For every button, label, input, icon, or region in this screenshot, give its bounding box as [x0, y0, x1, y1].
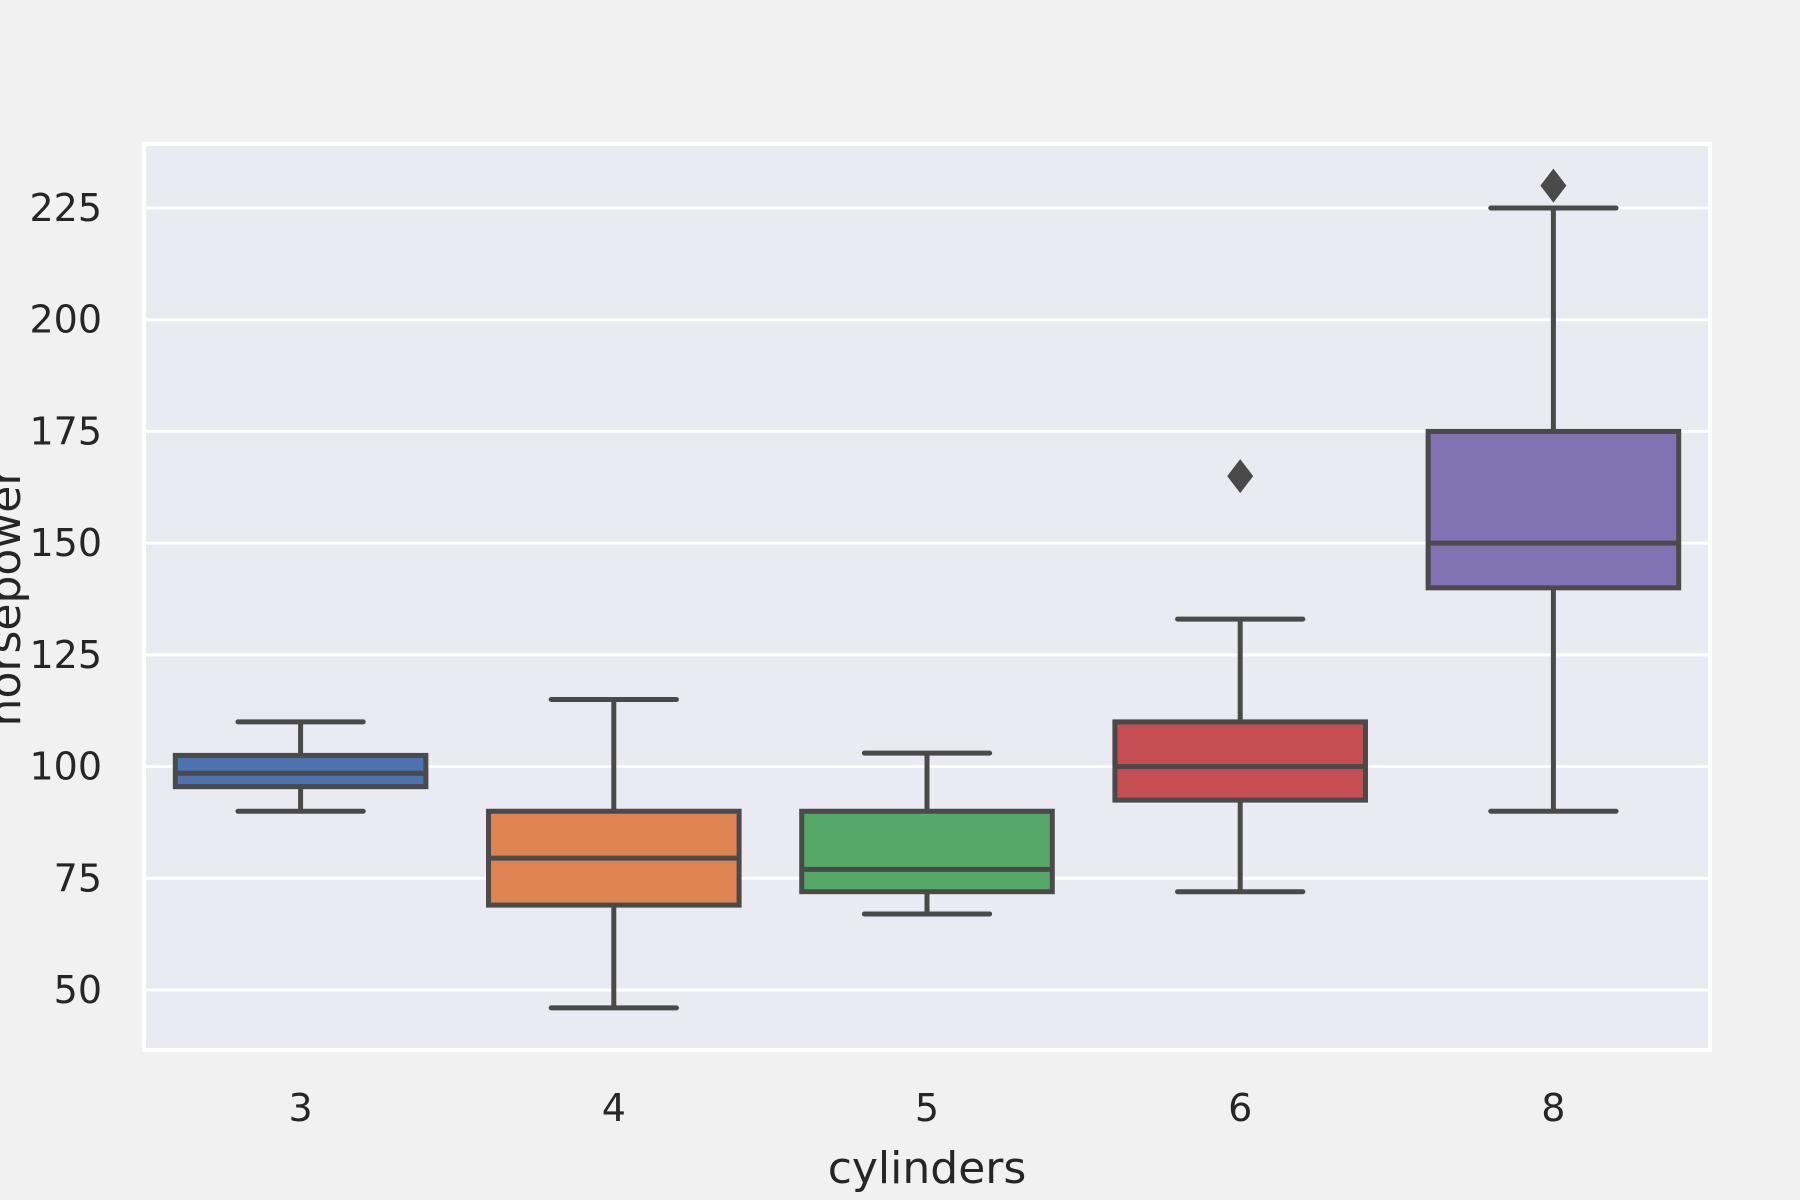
x-tick-8: 8 [1541, 1086, 1565, 1130]
y-tick-200: 200 [29, 298, 102, 342]
y-tick-50: 50 [54, 968, 102, 1012]
y-tick-labels: 50 75 100 125 150 175 200 225 [29, 186, 102, 1012]
y-tick-225: 225 [29, 186, 102, 230]
box-5 [799, 750, 1055, 917]
iqr-box-8 [1425, 428, 1682, 591]
boxes [172, 168, 1682, 1011]
y-axis-title: horsepower [0, 467, 31, 727]
y-tick-75: 75 [54, 856, 102, 900]
box-6 [1112, 459, 1368, 895]
box-4 [486, 697, 742, 1011]
iqr-box-5 [799, 808, 1055, 895]
y-tick-125: 125 [29, 633, 102, 677]
x-tick-5: 5 [915, 1086, 939, 1130]
iqr-box-6 [1112, 719, 1368, 803]
y-tick-150: 150 [29, 521, 102, 565]
box-8 [1425, 168, 1682, 814]
x-tick-4: 4 [602, 1086, 626, 1130]
x-tick-6: 6 [1228, 1086, 1252, 1130]
outlier-8-0 [1540, 168, 1567, 203]
y-tick-175: 175 [29, 409, 102, 453]
x-tick-3: 3 [289, 1086, 313, 1130]
x-axis-title: cylinders [828, 1143, 1027, 1194]
plot-border [142, 142, 1712, 1052]
y-tick-100: 100 [29, 745, 102, 789]
box-3 [172, 719, 429, 814]
x-tick-labels: 3 4 5 6 8 [289, 1086, 1566, 1130]
outlier-6-0 [1227, 459, 1254, 494]
